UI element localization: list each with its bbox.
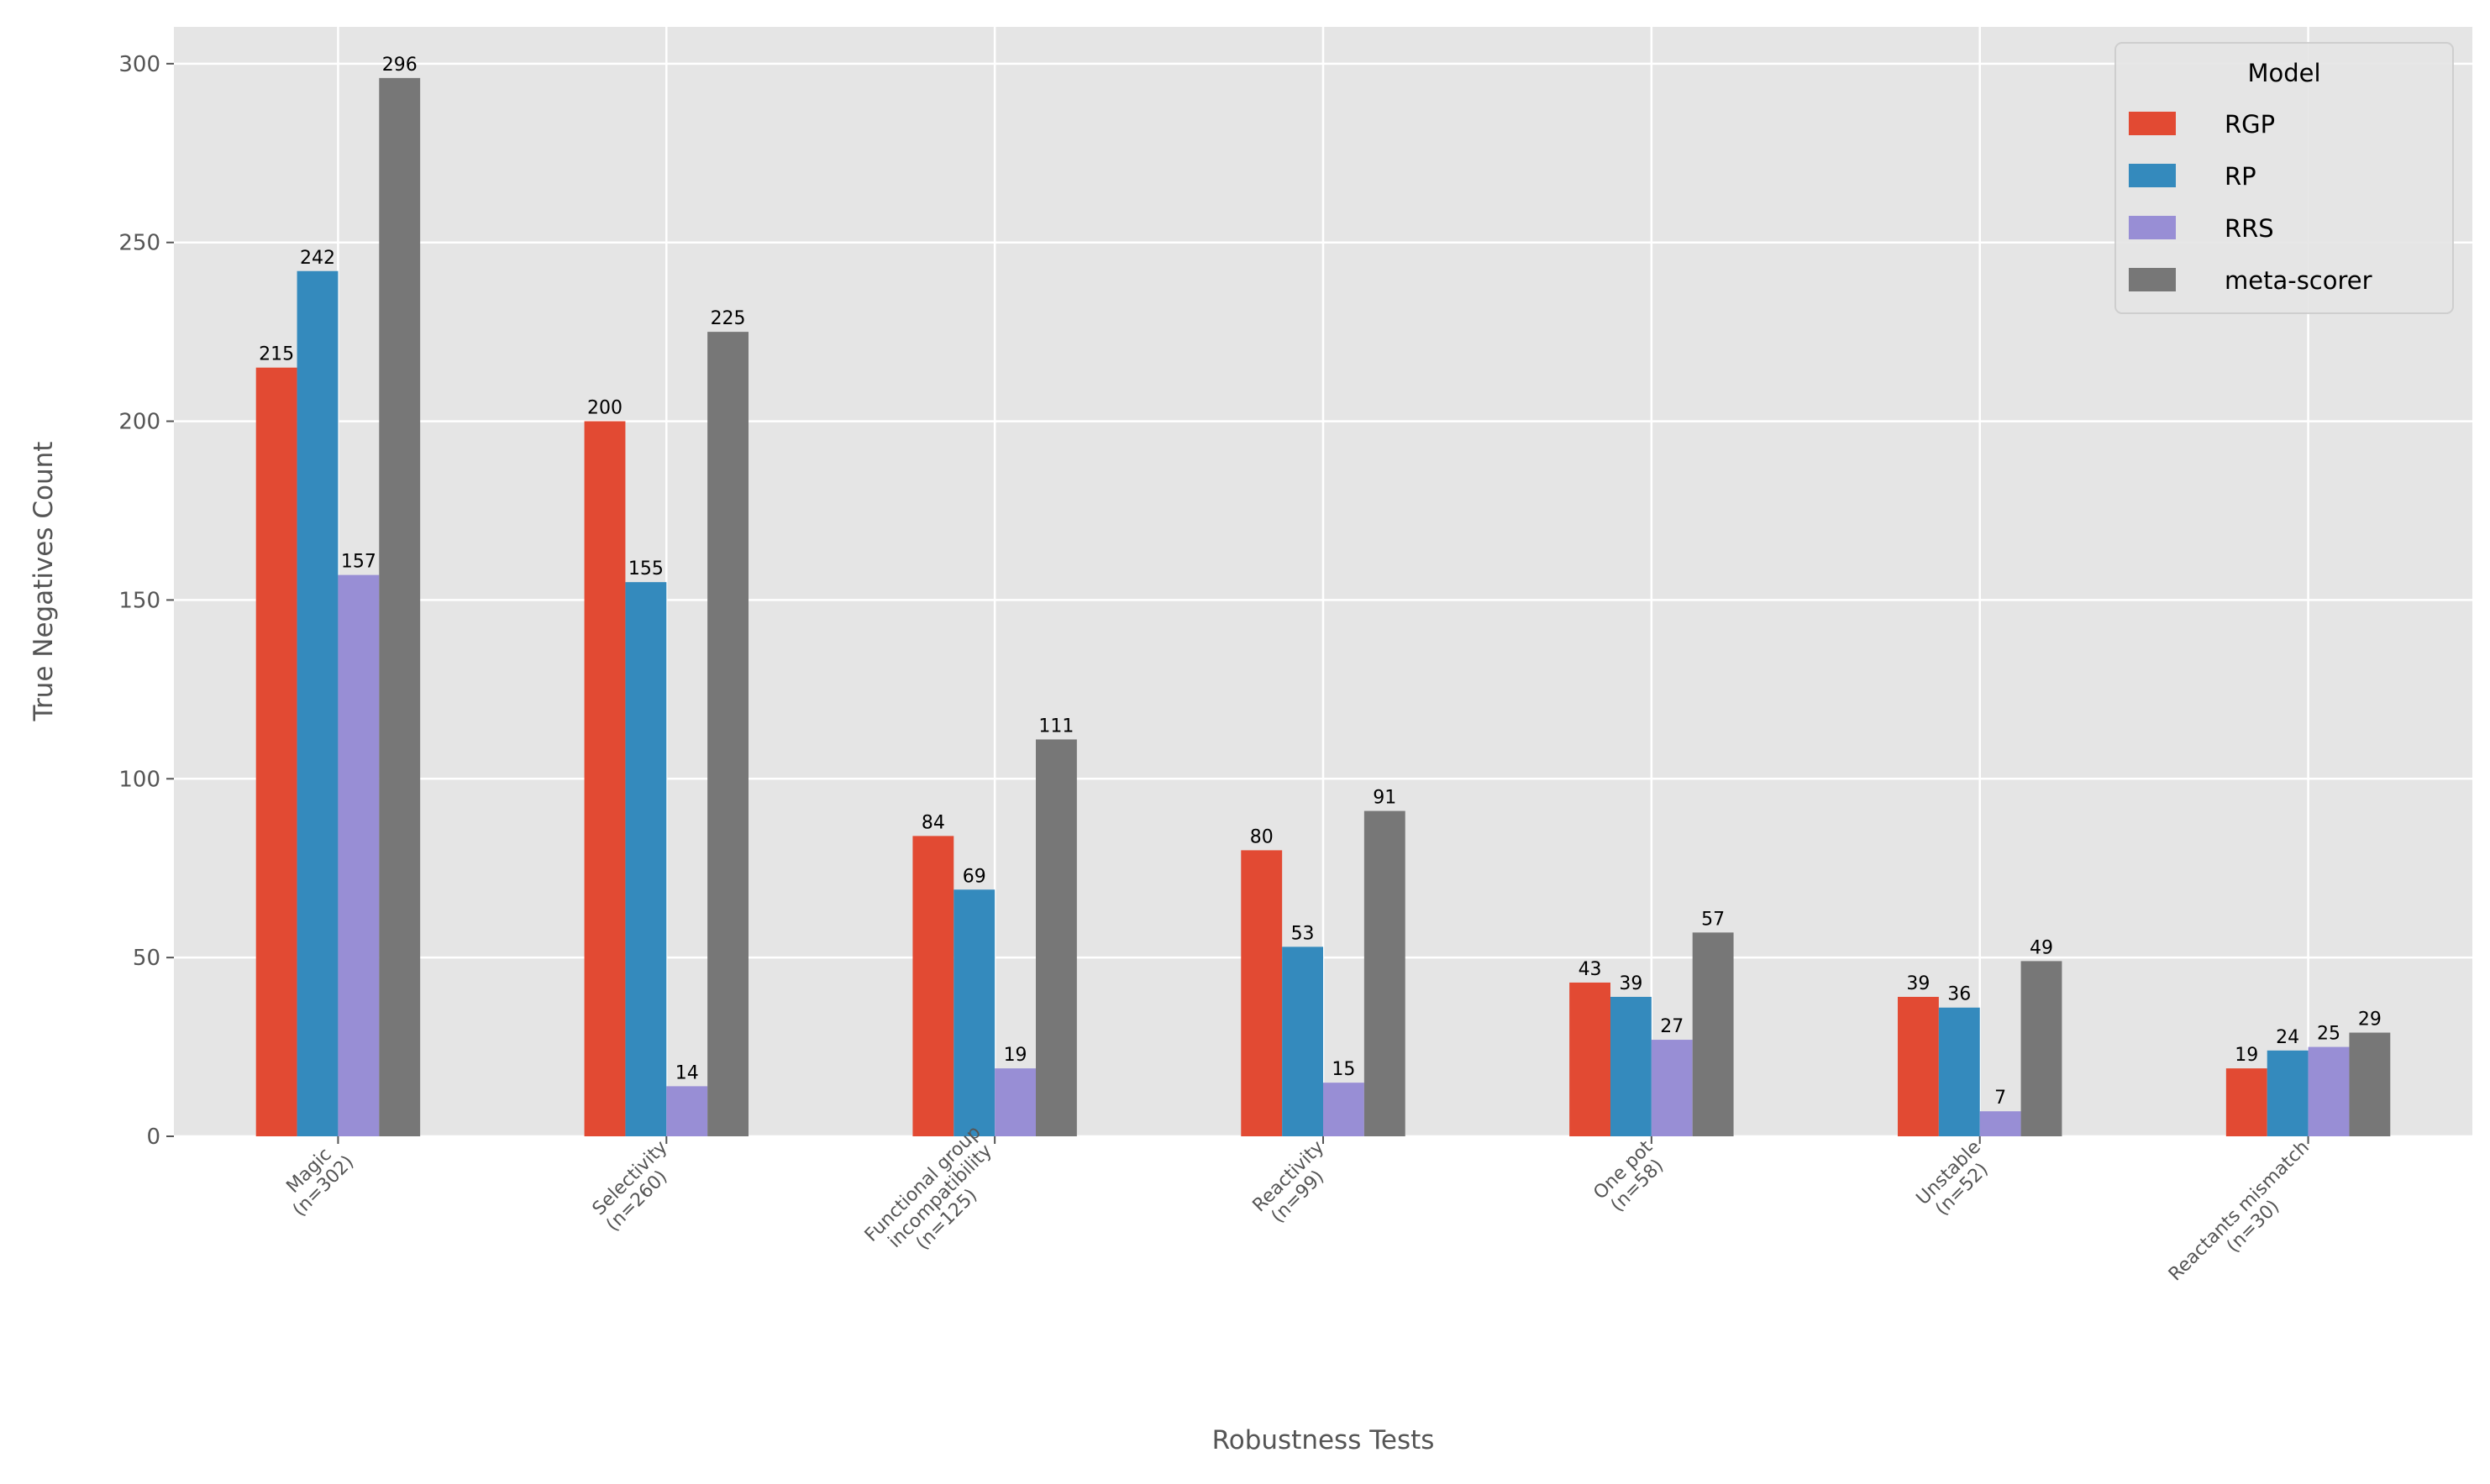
- x-tick-label: One pot(n=58): [1589, 1136, 1668, 1216]
- legend-entry: meta-scorer: [2225, 266, 2372, 295]
- y-tick-label: 50: [133, 946, 160, 971]
- y-tick-label: 250: [118, 231, 160, 256]
- bar-value-label: 29: [2358, 1009, 2382, 1030]
- bar-value-label: 15: [1332, 1059, 1355, 1080]
- bar-value-label: 39: [1906, 973, 1930, 994]
- bar-meta-scorer: [1036, 739, 1077, 1136]
- bar-value-label: 7: [1994, 1088, 2006, 1109]
- bar-RP: [297, 270, 339, 1136]
- bar-RRS: [1979, 1111, 2021, 1136]
- bar-RP: [1282, 947, 1323, 1136]
- y-tick-label: 200: [118, 410, 160, 435]
- legend-swatch: [2129, 112, 2176, 135]
- x-ticks: Magic(n=302) Selectivity(n=260) Functional…: [282, 1122, 2314, 1286]
- bar-value-label: 43: [1579, 959, 1602, 980]
- bar-value-label: 39: [1619, 973, 1642, 994]
- bar-RP: [953, 889, 995, 1136]
- x-tick-label: Magic(n=302): [282, 1144, 358, 1220]
- y-axis-label: True Negatives Count: [29, 442, 59, 722]
- bar-labels: 2152008480433919242155695339362415714191…: [259, 55, 2382, 1109]
- bar-value-label: 57: [1701, 909, 1725, 930]
- bar-value-label: 49: [2030, 937, 2053, 958]
- bar-meta-scorer: [2020, 961, 2062, 1136]
- bar-value-label: 27: [1660, 1016, 1684, 1037]
- bar-RP: [1610, 996, 1652, 1136]
- bar-value-label: 14: [675, 1062, 699, 1083]
- bar-RRS: [995, 1068, 1036, 1136]
- bar-RP: [2267, 1050, 2309, 1136]
- bar-RP: [1938, 1007, 1980, 1136]
- bar-value-label: 53: [1291, 923, 1315, 944]
- bar-RGP: [1241, 850, 1283, 1136]
- bar-value-label: 296: [382, 55, 418, 76]
- bar-RGP: [255, 367, 297, 1136]
- bar-meta-scorer: [1692, 932, 1734, 1136]
- bar-value-label: 215: [259, 344, 294, 365]
- bar-value-label: 69: [963, 866, 986, 887]
- bar-RGP: [1898, 996, 1939, 1136]
- x-axis-label: Robustness Tests: [1212, 1425, 1435, 1455]
- bars: [255, 77, 2391, 1137]
- x-tick-label: Reactivity(n=99): [1249, 1137, 1329, 1228]
- legend-swatch: [2129, 216, 2176, 239]
- bar-value-label: 84: [922, 812, 945, 833]
- bar-RRS: [1651, 1040, 1693, 1136]
- bar-value-label: 242: [300, 248, 335, 269]
- y-ticks: 0 50 100 150 200 250 300: [118, 52, 174, 1150]
- bar-meta-scorer: [379, 77, 421, 1136]
- bar-RRS: [1323, 1083, 1364, 1136]
- legend-swatch: [2129, 164, 2176, 187]
- bar-value-label: 80: [1250, 826, 1274, 847]
- x-tick-label: Unstable(n=52): [1913, 1137, 1993, 1220]
- bar-value-label: 111: [1038, 716, 1074, 737]
- bar-meta-scorer: [2349, 1032, 2391, 1136]
- bar-value-label: 155: [628, 558, 664, 579]
- bar-meta-scorer: [707, 332, 749, 1137]
- y-tick-label: 150: [118, 588, 160, 613]
- bar-RRS: [666, 1086, 708, 1136]
- bar-meta-scorer: [1363, 810, 1405, 1136]
- bar-value-label: 200: [587, 398, 622, 419]
- bar-value-label: 91: [1373, 788, 1396, 809]
- bar-RGP: [1569, 982, 1610, 1136]
- bar-RRS: [338, 574, 380, 1136]
- bar-RGP: [584, 421, 626, 1136]
- x-tick-label-line: Reactants mismatch: [2165, 1137, 2314, 1286]
- bar-value-label: 24: [2276, 1027, 2299, 1048]
- bar-value-label: 19: [2235, 1045, 2258, 1066]
- legend-swatch: [2129, 268, 2176, 291]
- bar-RGP: [2225, 1068, 2267, 1136]
- legend-entry: RGP: [2225, 110, 2275, 139]
- bar-value-label: 225: [711, 308, 746, 329]
- y-tick-label: 300: [118, 52, 160, 77]
- x-tick-label: Selectivity(n=260): [589, 1137, 672, 1236]
- legend-title: Model: [2247, 59, 2320, 87]
- bar-value-label: 157: [341, 552, 376, 573]
- bar-RP: [625, 582, 667, 1136]
- bar-RRS: [2308, 1046, 2350, 1136]
- y-tick-label: 100: [118, 767, 160, 792]
- legend: Model RGP RP RRS meta-scorer: [2114, 42, 2454, 314]
- legend-entry: RRS: [2225, 214, 2274, 243]
- y-tick-label: 0: [146, 1125, 160, 1150]
- legend-entry: RP: [2225, 162, 2256, 191]
- bar-value-label: 36: [1947, 984, 1971, 1005]
- bar-RGP: [912, 836, 954, 1136]
- x-tick-label: Reactants mismatch(n=30): [2165, 1137, 2314, 1286]
- bar-value-label: 25: [2317, 1024, 2340, 1045]
- bar-value-label: 19: [1004, 1045, 1027, 1066]
